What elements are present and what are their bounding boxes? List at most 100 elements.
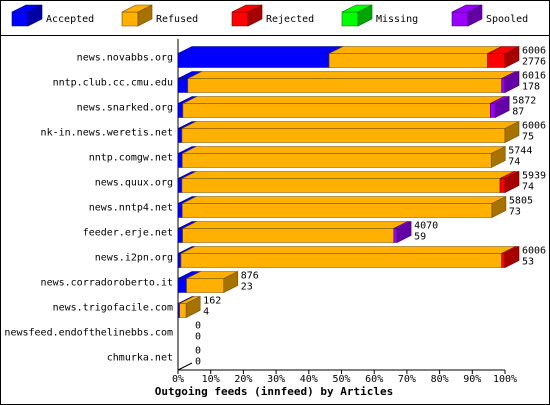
bar-top [182,221,408,229]
category-label: feeder.erje.net [83,228,173,239]
offered-label: 6006 [522,246,546,257]
bar-segment [501,71,520,93]
accepted-label: 4 [203,307,209,318]
bar-front [177,203,183,218]
x-tick-label: 30% [267,374,285,385]
accepted-label: 0 [195,332,201,343]
offered-label: 876 [241,271,259,282]
x-tick-label: 50% [332,374,350,385]
bar-side [467,4,483,27]
legend-swatch [231,4,263,27]
offered-label: 5939 [522,171,546,182]
bar-front [177,178,183,193]
offered-label: 6006 [522,121,546,132]
bar-top [181,121,520,129]
category-label: nk-in.news.weretis.net [41,128,173,139]
bar-segment [181,121,520,143]
bar-segment [181,171,515,193]
accepted-label: 59 [414,232,426,243]
bar-segment [487,46,520,68]
bar-side [247,4,263,27]
bar-front [186,278,225,293]
legend-swatch [451,4,483,27]
legend-label: Missing [376,14,418,25]
accepted-label: 74 [508,157,520,168]
bar-segment [328,46,502,68]
chart-title: Outgoing feeds (innfeed) by Articles [155,385,393,398]
bar-side [396,221,412,243]
bar-front [328,53,488,68]
bar-segment [181,196,507,218]
bar-segment [182,221,409,243]
bar-front [501,253,506,268]
accepted-label: 23 [241,282,253,293]
bar-segment [181,146,506,168]
bar-top [182,96,505,104]
bar-side [494,96,510,118]
x-tick-label: 0% [172,374,184,385]
bar-side [504,246,520,268]
x-axis-depth [177,362,193,371]
category-label: nntp.comgw.net [89,153,173,164]
bar-front [177,128,183,143]
x-tick-label: 10% [202,374,220,385]
offered-label: 0 [195,346,201,357]
legend-label: Refused [156,14,198,25]
bar-front [451,11,469,27]
accepted-label: 53 [522,257,534,268]
bar-front [177,53,330,68]
category-label: news.corradoroberto.it [41,278,173,289]
bar-segment [180,246,517,268]
legend-label: Spooled [486,14,528,25]
bar-front [11,11,29,27]
legend-label: Rejected [266,14,314,25]
bar-side [137,4,153,27]
bar-top [187,71,516,79]
offered-label: 5805 [509,196,533,207]
bar-front [231,11,249,27]
bar-segment [187,71,517,93]
bar-front [177,253,182,268]
offered-label: 162 [203,296,221,307]
bar-side [504,121,520,143]
bar-front [182,228,395,243]
bar-top [177,46,344,54]
bar-top [328,46,502,54]
bar-front [501,78,506,93]
offered-label: 4070 [414,221,438,232]
category-label: news.quux.org [95,178,173,189]
bar-side [27,4,43,27]
bar-front [341,11,359,27]
bar-segment [177,46,344,68]
x-tick-label: 100% [493,374,517,385]
bar-front [182,103,491,118]
bar-front [489,103,496,118]
offered-label: 6006 [522,46,546,57]
bar-front [181,153,492,168]
bar-side [491,196,507,218]
bar-front [177,228,183,243]
accepted-label: 74 [522,182,534,193]
bar-top [180,246,516,254]
category-label: newsfeed.endofthelinebbs.com [4,328,173,339]
bar-segment [499,171,520,193]
bar-front [121,11,139,27]
bar-front [181,128,506,143]
legend-label: Accepted [46,14,94,25]
bar-segment [186,271,239,293]
bar-segment [393,221,412,243]
bar-top [182,146,506,154]
bar-front [499,178,506,193]
bar-side [490,146,506,168]
x-tick-label: 40% [300,374,318,385]
bar-segment [501,246,520,268]
category-label: news.nntp4.net [89,203,173,214]
bar-front [181,178,501,193]
accepted-label: 87 [512,107,524,118]
bar-segment [489,96,510,118]
accepted-label: 75 [522,132,534,143]
bar-top [182,196,507,204]
category-label: news.trigofacile.com [53,303,173,314]
x-tick-label: 90% [463,374,481,385]
bar-front [177,78,189,93]
